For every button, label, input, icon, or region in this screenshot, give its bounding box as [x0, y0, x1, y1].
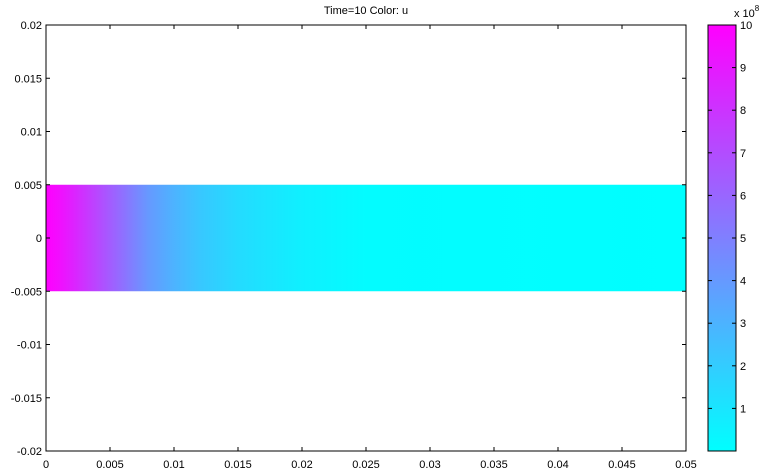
x-tick-label: 0.01: [163, 459, 184, 471]
x-tick-label: 0.05: [675, 459, 696, 471]
y-tick-label: 0.02: [21, 20, 42, 32]
colorbar-tick-label: 9: [740, 63, 746, 75]
y-tick-label: 0.01: [21, 127, 42, 139]
colorbar-tick-label: 2: [740, 361, 746, 373]
y-tick-label: -0.015: [11, 393, 42, 405]
x-tick-label: 0.005: [96, 459, 124, 471]
colorbar-tick-label: 3: [740, 318, 746, 330]
colorbar-tick-label: 4: [740, 276, 746, 288]
x-tick-label: 0.045: [608, 459, 636, 471]
colorbar-tick-label: 10: [740, 20, 752, 32]
x-tick-label: 0.02: [291, 459, 312, 471]
y-tick-label: -0.02: [17, 446, 42, 458]
y-tick-label: 0.015: [14, 73, 42, 85]
colorbar-multiplier: x 108: [734, 4, 760, 20]
y-tick-label: -0.01: [17, 340, 42, 352]
x-tick-label: 0.04: [547, 459, 568, 471]
colorbar-tick-label: 1: [740, 403, 746, 415]
colorbar: [707, 24, 737, 452]
colorbar-multiplier-base: x 10: [734, 8, 755, 20]
y-tick-label: -0.005: [11, 286, 42, 298]
x-tick-label: 0.025: [352, 459, 380, 471]
y-axis: 0.02 0.015 0.01 0.005 0 -0.005 -0.01 -0.015 -0.0…: [11, 20, 686, 458]
x-tick-label: 0.015: [224, 459, 252, 471]
x-tick-label: 0.03: [419, 459, 440, 471]
x-tick-label: 0.035: [480, 459, 508, 471]
colorbar-axis: 1 2 3 4 5 6 7 8 9 10: [708, 20, 752, 415]
x-tick-label: 0: [43, 459, 49, 471]
colorbar-tick-label: 6: [740, 190, 746, 202]
colorbar-tick-label: 5: [740, 233, 746, 245]
x-axis: 0 0.005 0.01 0.015 0.02 0.025 0.03 0.035 0.04 0.0…: [43, 25, 697, 471]
colorbar-multiplier-exponent: 8: [755, 4, 760, 13]
y-tick-label: 0: [36, 233, 42, 245]
heat-domain: [46, 184, 686, 292]
y-tick-label: 0.005: [14, 180, 42, 192]
colorbar-tick-label: 7: [740, 148, 746, 160]
chart-title: Time=10 Color: u: [324, 5, 408, 17]
colorbar-tick-label: 8: [740, 105, 746, 117]
